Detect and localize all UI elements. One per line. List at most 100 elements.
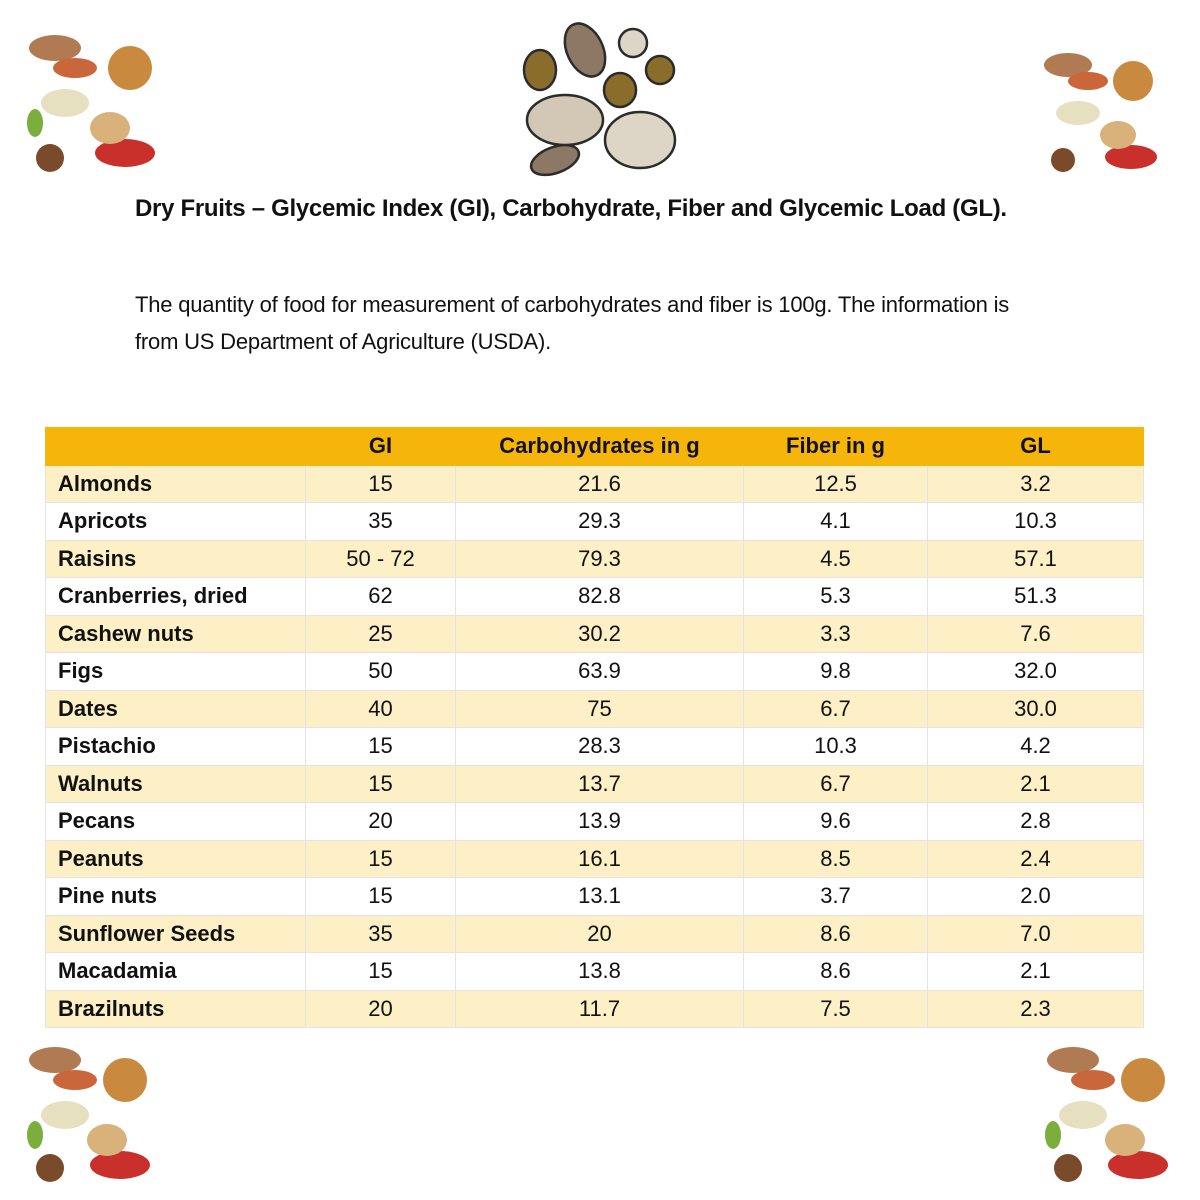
cell: 13.9 [455, 802, 744, 841]
nuts-illustration [1044, 53, 1157, 172]
table-row: Pecans 20 13.9 9.6 2.8 [45, 802, 1144, 841]
row-label: Pine nuts [45, 877, 306, 916]
cell: 79.3 [455, 539, 744, 578]
cell: 29.3 [455, 502, 744, 541]
cell: 11.7 [455, 989, 744, 1028]
row-label: Sunflower Seeds [45, 914, 306, 953]
cell: 16.1 [455, 839, 744, 878]
cell: 40 [305, 689, 456, 728]
cell: 15 [305, 877, 456, 916]
cell: 6.7 [743, 764, 928, 803]
cell: 30.0 [927, 689, 1144, 728]
nuts-logo [522, 22, 677, 177]
cell: 12.5 [743, 464, 928, 503]
column-header: GL [927, 427, 1144, 466]
row-label: Apricots [45, 502, 306, 541]
cell: 2.3 [927, 989, 1144, 1028]
cell: 75 [455, 689, 744, 728]
data-table: GI Carbohydrates in g Fiber in g GL Almonds… [45, 427, 1144, 1028]
cell: 82.8 [455, 577, 744, 616]
cell: 20 [305, 989, 456, 1028]
row-label: Cranberries, dried [45, 577, 306, 616]
table-row: Macadamia 15 13.8 8.6 2.1 [45, 952, 1144, 991]
table-row: Pine nuts 15 13.1 3.7 2.0 [45, 877, 1144, 916]
cell: 8.6 [743, 914, 928, 953]
cell: 20 [455, 914, 744, 953]
column-header: Carbohydrates in g [455, 427, 744, 466]
cell: 3.3 [743, 614, 928, 653]
table-row: Figs 50 63.9 9.8 32.0 [45, 652, 1144, 691]
table-row: Apricots 35 29.3 4.1 10.3 [45, 502, 1144, 541]
cell: 35 [305, 502, 456, 541]
description: The quantity of food for measurement of … [135, 292, 1010, 354]
table-row: Pistachio 15 28.3 10.3 4.2 [45, 727, 1144, 766]
cell: 3.7 [743, 877, 928, 916]
table-row: Cashew nuts 25 30.2 3.3 7.6 [45, 614, 1144, 653]
cell: 15 [305, 839, 456, 878]
table-row: Almonds 15 21.6 12.5 3.2 [45, 464, 1144, 503]
cell: 4.2 [927, 727, 1144, 766]
cell: 30.2 [455, 614, 744, 653]
cell: 28.3 [455, 727, 744, 766]
table-row: Brazilnuts 20 11.7 7.5 2.3 [45, 989, 1144, 1028]
nuts-illustration [1045, 1047, 1168, 1182]
cell: 4.5 [743, 539, 928, 578]
row-label: Brazilnuts [45, 989, 306, 1028]
cell: 6.7 [743, 689, 928, 728]
cell: 15 [305, 727, 456, 766]
column-header [45, 427, 306, 466]
cell: 35 [305, 914, 456, 953]
cell: 2.8 [927, 802, 1144, 841]
cell: 62 [305, 577, 456, 616]
column-header: GI [305, 427, 456, 466]
row-label: Dates [45, 689, 306, 728]
cell: 15 [305, 952, 456, 991]
cell: 10.3 [743, 727, 928, 766]
cell: 3.2 [927, 464, 1144, 503]
cell: 2.1 [927, 764, 1144, 803]
cell: 9.6 [743, 802, 928, 841]
cell: 50 - 72 [305, 539, 456, 578]
cell: 63.9 [455, 652, 744, 691]
cell: 57.1 [927, 539, 1144, 578]
table-row: Raisins 50 - 72 79.3 4.5 57.1 [45, 539, 1144, 578]
table-row: Walnuts 15 13.7 6.7 2.1 [45, 764, 1144, 803]
cell: 2.4 [927, 839, 1144, 878]
cell: 21.6 [455, 464, 744, 503]
title: Dry Fruits – Glycemic Index (GI), Carboh… [135, 195, 1007, 222]
cell: 25 [305, 614, 456, 653]
cell: 7.5 [743, 989, 928, 1028]
cell: 2.0 [927, 877, 1144, 916]
table-row: Sunflower Seeds 35 20 8.6 7.0 [45, 914, 1144, 953]
cell: 50 [305, 652, 456, 691]
cell: 13.7 [455, 764, 744, 803]
cell: 51.3 [927, 577, 1144, 616]
row-label: Almonds [45, 464, 306, 503]
cell: 9.8 [743, 652, 928, 691]
row-label: Pecans [45, 802, 306, 841]
row-label: Macadamia [45, 952, 306, 991]
cell: 7.6 [927, 614, 1144, 653]
row-label: Figs [45, 652, 306, 691]
row-label: Pistachio [45, 727, 306, 766]
row-label: Cashew nuts [45, 614, 306, 653]
cell: 7.0 [927, 914, 1144, 953]
row-label: Raisins [45, 539, 306, 578]
cell: 10.3 [927, 502, 1144, 541]
header-row: GI Carbohydrates in g Fiber in g GL [45, 427, 1144, 466]
row-label: Walnuts [45, 764, 306, 803]
cell: 8.5 [743, 839, 928, 878]
cell: 15 [305, 764, 456, 803]
cell: 5.3 [743, 577, 928, 616]
table-row: Peanuts 15 16.1 8.5 2.4 [45, 839, 1144, 878]
cell: 8.6 [743, 952, 928, 991]
nuts-illustration [27, 1047, 150, 1182]
cell: 20 [305, 802, 456, 841]
cell: 13.8 [455, 952, 744, 991]
cell: 15 [305, 464, 456, 503]
nuts-illustration [27, 35, 155, 172]
cell: 2.1 [927, 952, 1144, 991]
cell: 13.1 [455, 877, 744, 916]
table-row: Dates 40 75 6.7 30.0 [45, 689, 1144, 728]
